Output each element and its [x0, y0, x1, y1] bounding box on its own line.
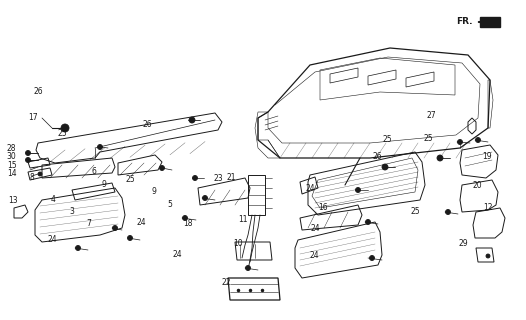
- Text: 26: 26: [373, 152, 382, 161]
- Text: 18: 18: [184, 220, 193, 228]
- Circle shape: [25, 157, 31, 163]
- Text: 25: 25: [382, 135, 392, 144]
- Circle shape: [127, 236, 133, 241]
- Circle shape: [366, 220, 370, 225]
- Text: 25: 25: [424, 134, 433, 143]
- Text: 10: 10: [233, 239, 242, 248]
- Text: 13: 13: [8, 196, 18, 205]
- Text: 26: 26: [34, 87, 43, 96]
- Circle shape: [458, 140, 462, 145]
- Circle shape: [437, 155, 443, 161]
- Circle shape: [76, 245, 80, 251]
- Circle shape: [246, 266, 250, 270]
- Text: 14: 14: [7, 169, 16, 178]
- Text: 19: 19: [482, 152, 491, 161]
- Text: 24: 24: [310, 252, 319, 260]
- Text: 5: 5: [167, 200, 172, 209]
- Text: 25: 25: [126, 175, 135, 184]
- Text: 23: 23: [214, 174, 223, 183]
- Text: 11: 11: [238, 215, 248, 224]
- Circle shape: [203, 196, 207, 201]
- Text: 21: 21: [227, 173, 236, 182]
- Circle shape: [356, 188, 360, 193]
- Text: 22: 22: [221, 278, 231, 287]
- Circle shape: [113, 226, 117, 230]
- Text: 6: 6: [91, 167, 96, 176]
- Circle shape: [486, 254, 490, 258]
- Circle shape: [159, 165, 165, 171]
- Circle shape: [38, 172, 42, 176]
- Text: 12: 12: [483, 204, 493, 212]
- Text: 3: 3: [69, 207, 74, 216]
- Text: 4: 4: [50, 196, 55, 204]
- Polygon shape: [480, 17, 500, 27]
- Circle shape: [189, 117, 195, 123]
- Circle shape: [476, 138, 480, 142]
- Text: 15: 15: [7, 161, 16, 170]
- Circle shape: [369, 255, 375, 260]
- Text: 27: 27: [427, 111, 436, 120]
- Text: 7: 7: [86, 220, 91, 228]
- Text: 24: 24: [48, 235, 57, 244]
- Text: 9: 9: [151, 188, 157, 196]
- Circle shape: [61, 124, 69, 132]
- Text: 24: 24: [306, 184, 315, 193]
- Text: 29: 29: [458, 239, 468, 248]
- Text: 28: 28: [7, 144, 16, 153]
- Text: FR.: FR.: [457, 18, 473, 27]
- Circle shape: [97, 145, 103, 149]
- Text: 24: 24: [136, 218, 146, 227]
- Text: 24: 24: [173, 250, 183, 259]
- Text: 30: 30: [7, 152, 16, 161]
- Circle shape: [25, 150, 31, 156]
- Circle shape: [382, 164, 388, 170]
- Circle shape: [193, 175, 197, 180]
- Text: 24: 24: [311, 224, 320, 233]
- Circle shape: [183, 215, 187, 220]
- Text: 16: 16: [319, 203, 328, 212]
- Text: 25: 25: [57, 129, 67, 138]
- Text: 26: 26: [143, 120, 152, 129]
- Text: 25: 25: [411, 207, 420, 216]
- Circle shape: [446, 210, 450, 214]
- Text: 8: 8: [29, 173, 34, 182]
- Text: 20: 20: [473, 181, 482, 190]
- Text: 17: 17: [28, 113, 37, 122]
- Text: 9: 9: [102, 180, 107, 189]
